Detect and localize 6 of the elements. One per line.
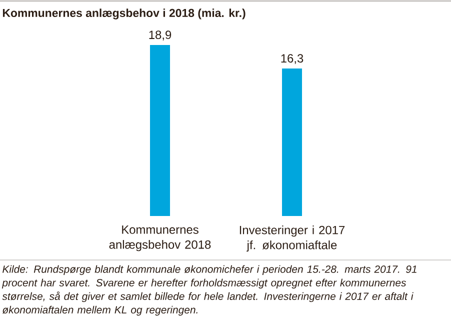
chart-title: Kommunernes anlægsbehov i 2018 (mia. kr.) — [2, 8, 246, 20]
text: Kilde: Rundspørge blandt kommunale økonomichefer i perioden 15.-28. marts 2017. 91 procent har svaret. Svarene er herefter forholdsmæssigt opregnet efter kommunernes størrelse, så det giver et samlet billede for hele landet. Investeringerne i 2017 er aftalt i økonomiaftalen mellem KL og regeringen. — [2, 265, 416, 316]
x-tick-label: Kommunernes anlægsbehov 2018 — [109, 226, 211, 252]
x-tick-label: Investeringer i 2017 jf. økonomiaftale — [240, 226, 345, 252]
data-label: 18,9 — [149, 30, 172, 40]
data-label: 16,3 — [281, 54, 304, 64]
